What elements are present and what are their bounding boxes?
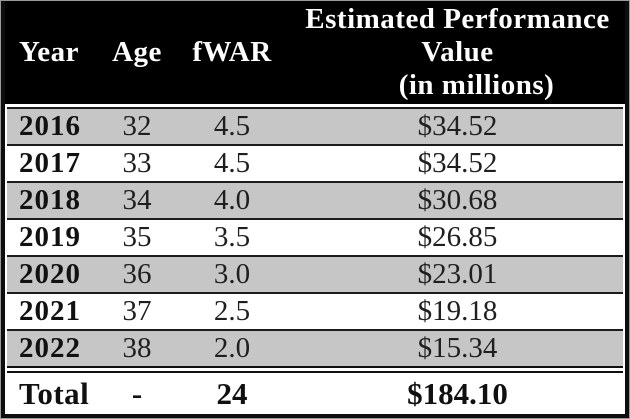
header-separator [5,104,625,107]
cell-year: 2019 [19,221,81,253]
table-row: 2020 36 3.0 $23.01 [7,255,623,292]
table-row: 2022 38 2.0 $15.34 [7,329,623,366]
cell-value: $23.01 [417,258,498,290]
cell-value: $15.34 [417,332,498,364]
header-year: Year [19,35,79,68]
cell-year: 2017 [19,147,81,179]
cell-fwar: 3.5 [213,221,251,253]
header-value-line1: Estimated Performance [305,3,610,35]
cell-age: 33 [122,147,152,179]
cell-year: 2016 [19,110,81,142]
cell-age: 35 [122,221,152,253]
cell-value: $26.85 [417,221,498,253]
header-age: Age [112,35,162,68]
cell-year: 2022 [19,332,81,364]
cell-fwar: 4.5 [213,110,251,142]
cell-age: 32 [122,110,152,142]
total-fwar: 24 [216,376,248,411]
cell-year: 2018 [19,184,81,216]
total-value: $184.10 [407,376,508,411]
total-age: - [131,376,143,411]
cell-age: 36 [122,258,152,290]
cell-year: 2020 [19,258,81,290]
table-row: 2016 32 4.5 $34.52 [7,107,623,144]
table-header-row: Year Age fWAR Estimated Performance Valu… [5,0,625,104]
cell-fwar: 2.0 [213,332,251,364]
table-row: 2018 34 4.0 $30.68 [7,181,623,218]
cell-year: 2021 [19,295,81,327]
cell-fwar: 3.0 [213,258,251,290]
table-body: 2016 32 4.5 $34.52 2017 33 4.5 $34.52 20… [5,107,625,414]
header-value-line3: (in millions) [398,69,555,101]
header-value-line2: Value [421,36,494,68]
table-row: 2017 33 4.5 $34.52 [7,144,623,181]
header-estimated-performance-value: Estimated Performance Value (in millions… [292,0,623,102]
cell-fwar: 2.5 [213,295,251,327]
cell-value: $34.52 [417,147,498,179]
cell-fwar: 4.0 [213,184,251,216]
cell-age: 37 [122,295,152,327]
cell-age: 38 [122,332,152,364]
cell-value: $19.18 [417,295,498,327]
cell-age: 34 [122,184,152,216]
cell-value: $30.68 [417,184,498,216]
table-row: 2019 35 3.5 $26.85 [7,218,623,255]
header-fwar: fWAR [192,35,272,68]
table-row: 2021 37 2.5 $19.18 [7,292,623,329]
total-label: Total [19,376,90,411]
cell-fwar: 4.5 [213,147,251,179]
cell-value: $34.52 [417,110,498,142]
table-total-row: Total - 24 $184.10 [7,366,623,414]
